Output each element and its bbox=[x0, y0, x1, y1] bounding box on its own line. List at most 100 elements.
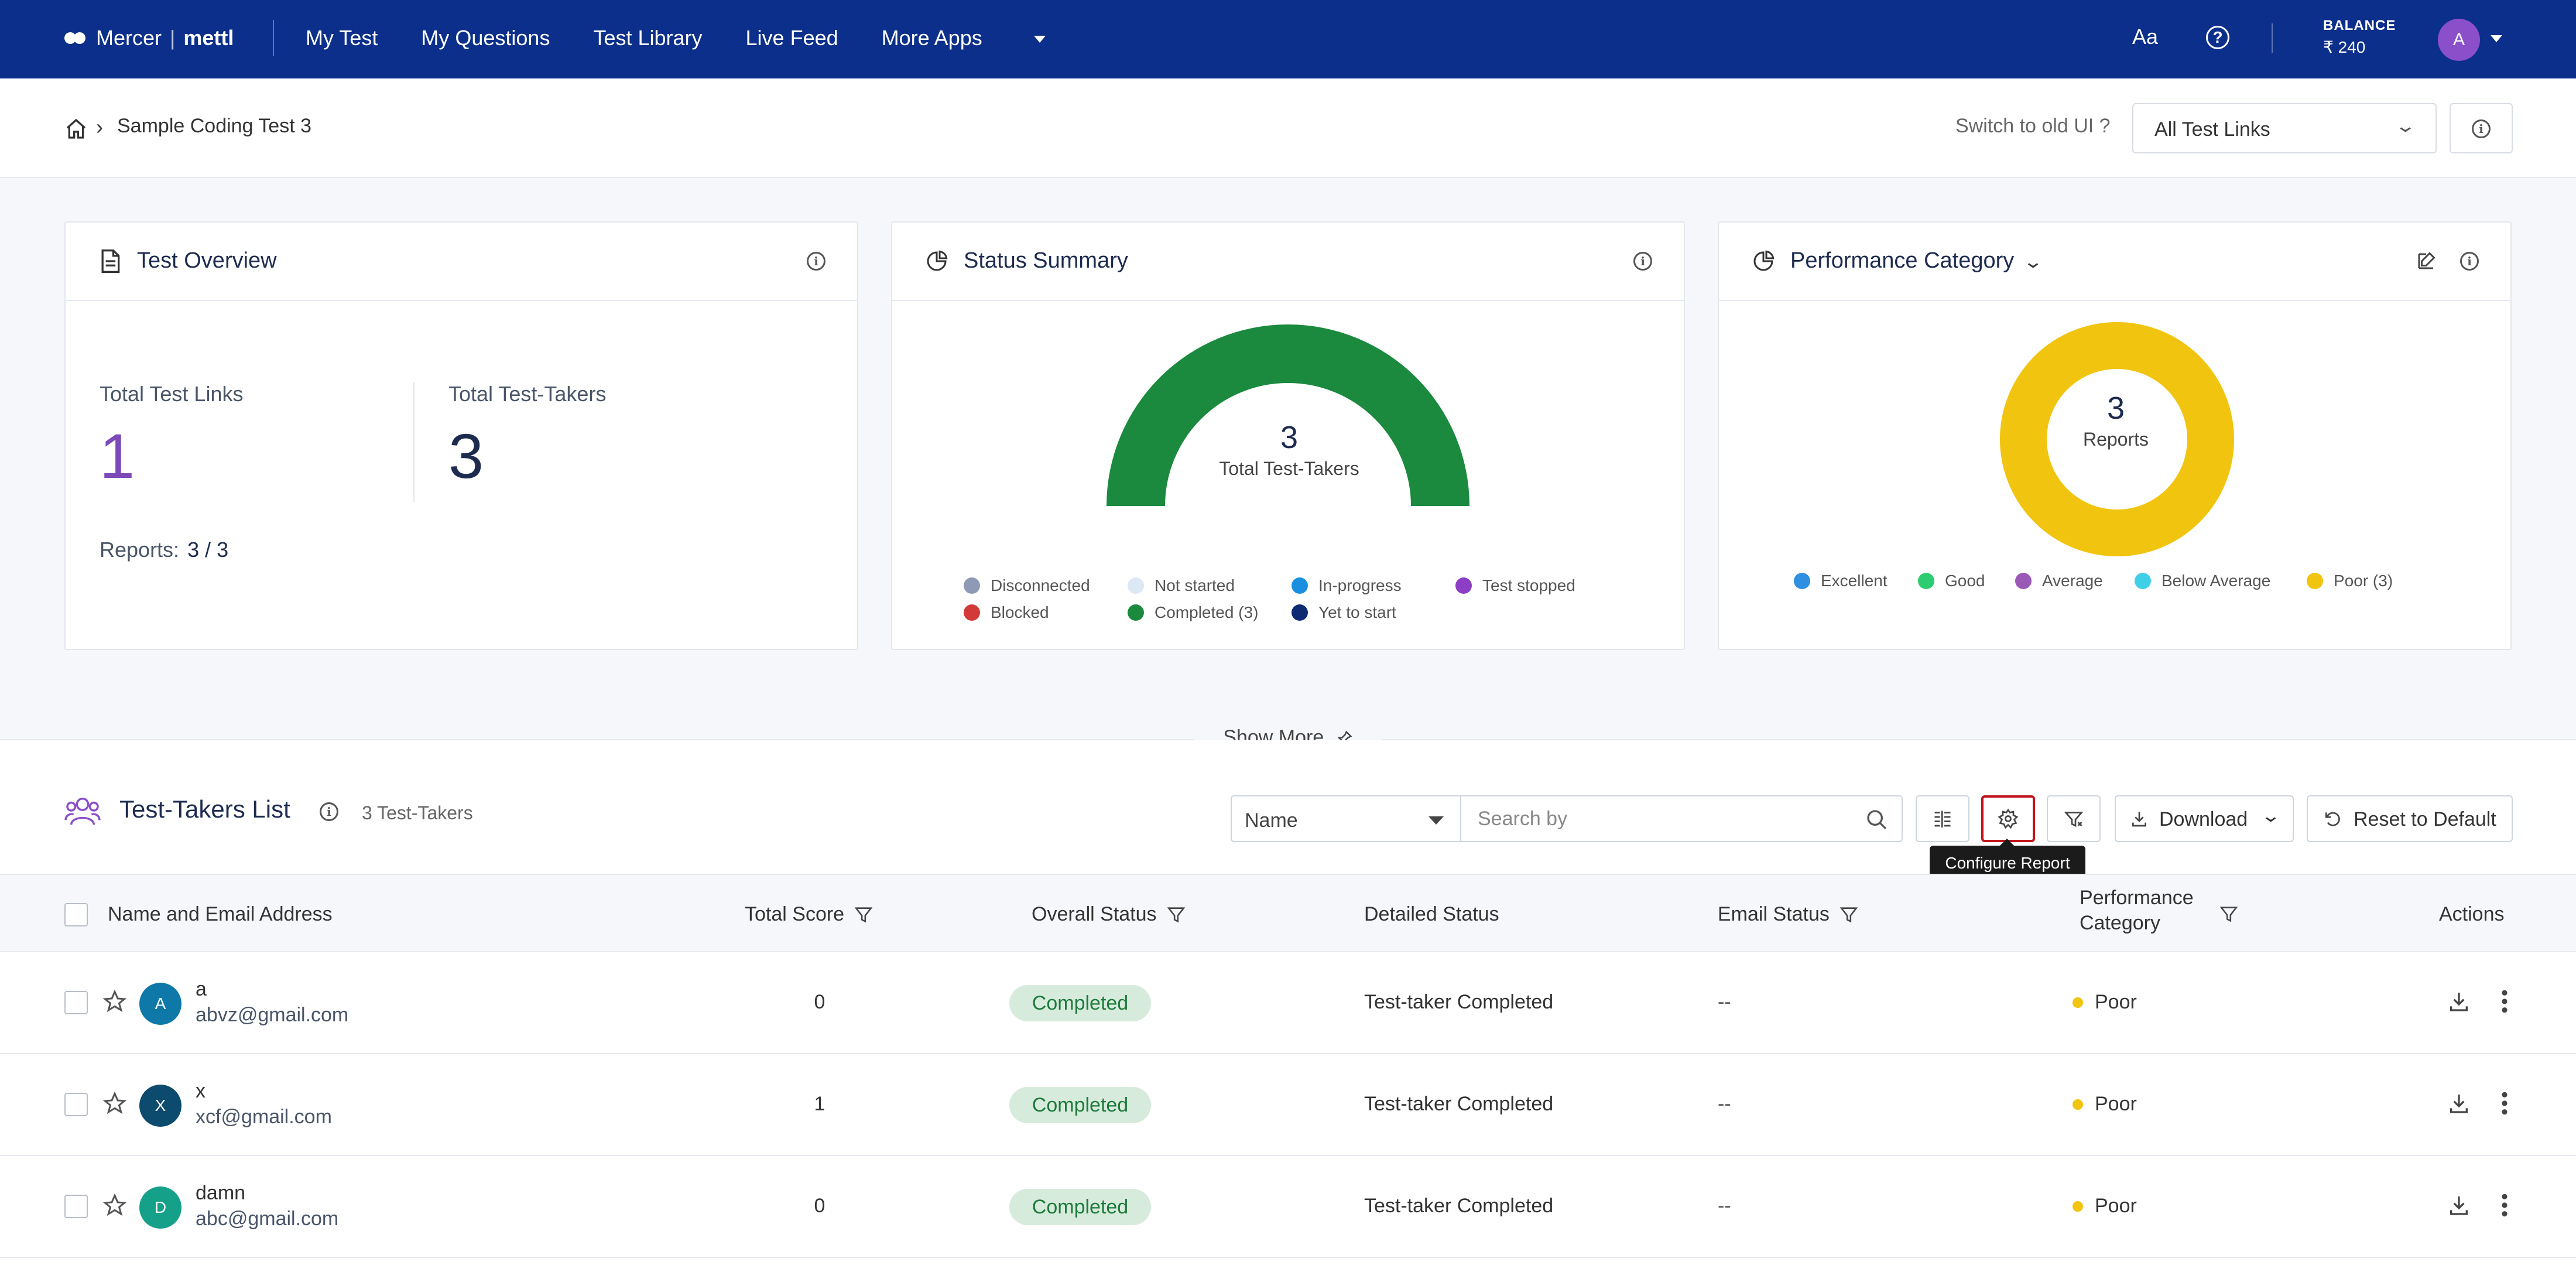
user-menu-caret-icon[interactable] bbox=[2491, 35, 2502, 42]
legend-poor: Poor (3) bbox=[2307, 572, 2393, 590]
nav-my-test[interactable]: My Test bbox=[306, 26, 378, 50]
chevron-down-icon: ⌄ bbox=[2023, 252, 2044, 272]
page-info-button[interactable]: i bbox=[2450, 103, 2513, 153]
row-total-score: 1 bbox=[814, 1093, 825, 1115]
legend-label: Completed (3) bbox=[1155, 603, 1259, 621]
configure-report-button[interactable] bbox=[1981, 795, 2035, 842]
legend-label: Not started bbox=[1155, 576, 1235, 594]
download-icon[interactable] bbox=[2447, 1090, 2471, 1116]
row-detailed-status: Test-taker Completed bbox=[1364, 1195, 1554, 1217]
legend-label: Disconnected bbox=[991, 576, 1090, 594]
breadcrumb-test-title: Sample Coding Test 3 bbox=[117, 115, 312, 137]
nav-my-questions[interactable]: My Questions bbox=[421, 26, 550, 50]
mercer-logo-icon bbox=[64, 31, 88, 45]
help-icon[interactable]: ? bbox=[2206, 26, 2229, 49]
legend-dot bbox=[964, 604, 980, 621]
more-vertical-icon[interactable] bbox=[2499, 1090, 2510, 1116]
legend-dot bbox=[1128, 604, 1144, 621]
legend-disconnected: Disconnected bbox=[964, 576, 1090, 595]
reports-label: Reports: bbox=[100, 538, 180, 562]
columns-icon bbox=[1934, 811, 1951, 828]
home-icon[interactable] bbox=[64, 117, 88, 141]
header-detailed-label: Detailed Status bbox=[1364, 903, 1499, 925]
header-detailed-status: Detailed Status bbox=[1364, 903, 1499, 926]
caret-down-icon bbox=[1429, 816, 1444, 825]
mercer-mettl-logo[interactable]: Mercer | mettl bbox=[64, 26, 234, 50]
user-avatar[interactable]: A bbox=[2438, 19, 2480, 61]
legend-dot bbox=[1292, 577, 1308, 594]
performance-category-dropdown[interactable]: Performance Category ⌄ bbox=[1790, 248, 2044, 273]
filter-button[interactable] bbox=[2047, 795, 2101, 842]
legend-excellent: Excellent bbox=[1794, 572, 1888, 590]
search-field-select[interactable]: Name bbox=[1231, 795, 1460, 842]
download-icon[interactable] bbox=[2447, 989, 2471, 1014]
row-checkbox[interactable] bbox=[64, 1093, 88, 1116]
star-icon[interactable] bbox=[103, 1092, 126, 1115]
reports-summary: Reports: 3 / 3 bbox=[100, 538, 228, 562]
row-checkbox[interactable] bbox=[64, 991, 88, 1014]
balance-display: BALANCE ₹ 240 bbox=[2323, 18, 2396, 57]
info-icon[interactable]: i bbox=[2460, 252, 2479, 271]
nav-test-library[interactable]: Test Library bbox=[593, 26, 703, 50]
filter-icon[interactable] bbox=[2219, 904, 2239, 924]
brand-mercer: Mercer bbox=[96, 26, 162, 50]
list-title: Test-Takers List bbox=[119, 795, 290, 823]
total-links-label: Total Test Links bbox=[100, 382, 244, 406]
info-icon[interactable]: i bbox=[807, 252, 825, 271]
star-icon[interactable] bbox=[103, 1194, 126, 1217]
columns-button[interactable] bbox=[1916, 795, 1969, 842]
legend-label: Poor (3) bbox=[2334, 572, 2393, 590]
legend-dot bbox=[1455, 577, 1472, 594]
table-header: Name and Email Address Total Score Overa… bbox=[0, 874, 2576, 952]
total-links-value[interactable]: 1 bbox=[100, 420, 135, 491]
row-name[interactable]: damn bbox=[196, 1182, 246, 1204]
search-icon[interactable] bbox=[1865, 808, 1889, 832]
header-actions: Actions bbox=[2439, 903, 2505, 926]
info-icon[interactable]: i bbox=[320, 802, 338, 821]
status-badge: Completed bbox=[1009, 1189, 1151, 1225]
table-row: D damn abc@gmail.com 0 Completed Test-ta… bbox=[0, 1156, 2576, 1258]
donut-ring-poor bbox=[2000, 322, 2234, 556]
more-vertical-icon[interactable] bbox=[2499, 989, 2510, 1014]
gauge-arc-completed bbox=[1107, 324, 1469, 506]
row-name[interactable]: x bbox=[196, 1080, 205, 1102]
row-total-score: 0 bbox=[814, 991, 825, 1013]
chevron-down-icon: ⌄ bbox=[2394, 117, 2417, 136]
legend-yet-to-start: Yet to start bbox=[1292, 603, 1396, 622]
filter-icon[interactable] bbox=[1166, 905, 1186, 925]
search-input[interactable] bbox=[1460, 795, 1903, 842]
info-icon[interactable]: i bbox=[1633, 252, 1652, 271]
download-icon[interactable] bbox=[2447, 1192, 2471, 1218]
reset-to-default-button[interactable]: Reset to Default bbox=[2307, 795, 2513, 842]
header-email-status-label: Email Status bbox=[1718, 903, 1830, 925]
edit-icon[interactable] bbox=[2416, 251, 2437, 272]
download-label: Download bbox=[2159, 808, 2248, 830]
nav-live-feed[interactable]: Live Feed bbox=[745, 26, 838, 50]
reports-value: 3 / 3 bbox=[187, 538, 229, 562]
search-field-selected: Name bbox=[1245, 809, 1298, 832]
chevron-down-icon: ⌄ bbox=[2260, 806, 2282, 826]
filter-icon[interactable] bbox=[854, 905, 873, 925]
caret-down-icon bbox=[1033, 36, 1046, 43]
font-size-icon[interactable]: Aa bbox=[2132, 25, 2159, 49]
card-header: Status Summary i bbox=[892, 223, 1684, 301]
card-title: Test Overview bbox=[137, 248, 277, 273]
row-name[interactable]: a bbox=[196, 978, 207, 1000]
nav-more-apps-label: More Apps bbox=[881, 26, 982, 50]
legend-dot bbox=[2015, 573, 2032, 589]
more-vertical-icon[interactable] bbox=[2499, 1192, 2510, 1218]
row-detailed-status: Test-taker Completed bbox=[1364, 1093, 1554, 1115]
nav-more-apps[interactable]: More Apps bbox=[882, 26, 1089, 50]
legend-label: Below Average bbox=[2161, 572, 2271, 590]
legend-in-progress: In-progress bbox=[1292, 576, 1402, 595]
switch-old-ui-link[interactable]: Switch to old UI ? bbox=[1955, 115, 2111, 137]
row-email: abvz@gmail.com bbox=[196, 1004, 349, 1026]
select-all-checkbox[interactable] bbox=[64, 903, 88, 926]
filter-icon[interactable] bbox=[1839, 905, 1859, 925]
row-performance: Poor bbox=[2073, 991, 2137, 1014]
brand-mettl: mettl bbox=[183, 26, 234, 50]
star-icon[interactable] bbox=[103, 990, 126, 1013]
download-button[interactable]: Download ⌄ bbox=[2115, 795, 2294, 842]
test-links-select[interactable]: All Test Links ⌄ bbox=[2132, 103, 2437, 153]
row-checkbox[interactable] bbox=[64, 1195, 88, 1218]
